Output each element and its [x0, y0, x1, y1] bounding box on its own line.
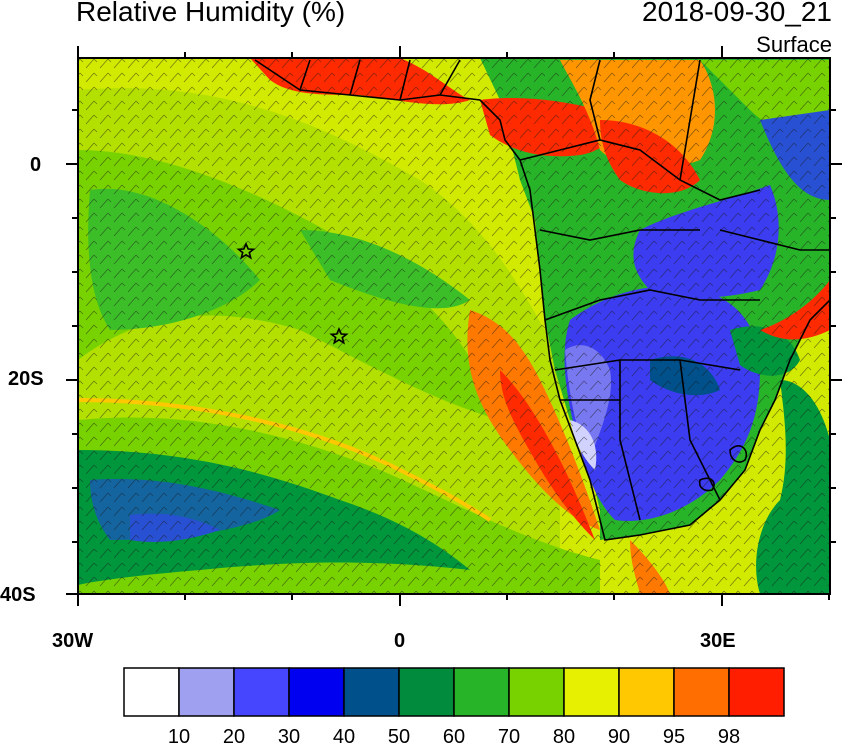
colorbar-tick-label: 90 [607, 726, 631, 748]
station-star-marker [236, 242, 256, 260]
colorbar-tick-label: 10 [167, 726, 191, 748]
colorbar-tick-label: 40 [332, 726, 356, 748]
colorbar-swatch [233, 667, 290, 717]
colorbar-swatch [453, 667, 510, 717]
lat-label-40s: 40S [0, 584, 36, 606]
colorbar-swatch [673, 667, 730, 717]
country-borders [254, 59, 830, 541]
colorbar-tick-label: 30 [277, 726, 301, 748]
colorbar-tick-label: 80 [552, 726, 576, 748]
colorbar-swatch [398, 667, 455, 717]
colorbar-swatch [508, 667, 565, 717]
colorbar [123, 667, 785, 717]
colorbar-tick-label: 70 [497, 726, 521, 748]
colorbar-swatch [563, 667, 620, 717]
level-label: Surface [756, 32, 832, 57]
valid-time: 2018-09-30_21 [642, 0, 832, 27]
colorbar-tick-label: 98 [717, 726, 741, 748]
map-title: Relative Humidity (%) [76, 0, 346, 27]
colorbar-tick-label: 60 [442, 726, 466, 748]
colorbar-swatch [618, 667, 675, 717]
colorbar-swatch [288, 667, 345, 717]
wind-barbs [78, 58, 830, 594]
colorbar-swatch [728, 667, 785, 717]
colorbar-swatch [123, 667, 180, 717]
colorbar-tick-label: 95 [662, 726, 686, 748]
colorbar-swatch [343, 667, 400, 717]
lon-label-30e: 30E [700, 630, 736, 652]
lat-label-20s: 20S [8, 368, 44, 390]
station-star-marker [329, 327, 349, 345]
colorbar-swatch [178, 667, 235, 717]
lat-label-0: 0 [30, 154, 42, 176]
lon-label-0: 0 [394, 630, 406, 652]
plot-frame [66, 46, 842, 606]
colorbar-tick-label: 20 [222, 726, 246, 748]
lon-label-30w: 30W [52, 630, 94, 652]
colorbar-tick-label: 50 [387, 726, 411, 748]
